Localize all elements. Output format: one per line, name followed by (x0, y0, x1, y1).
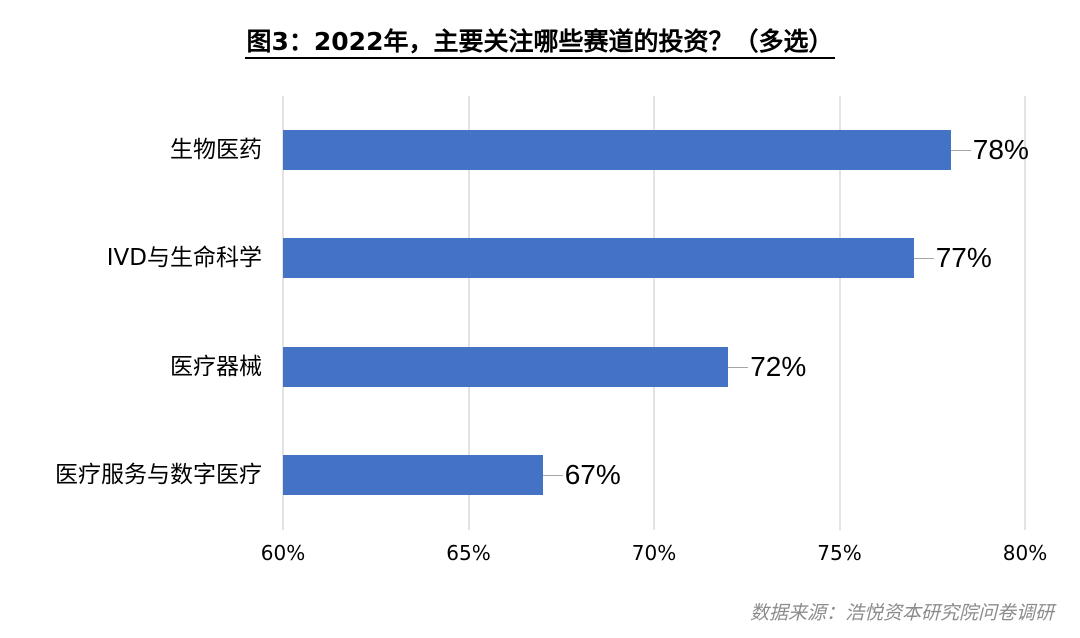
bar-medical-devices (283, 347, 729, 387)
chart-title-text: 图3：2022年，主要关注哪些赛道的投资？（多选） (244, 27, 836, 59)
leader-line (542, 475, 563, 476)
category-label: IVD与生命科学 (106, 245, 262, 271)
plot-area: 78% 77% 72% 67% (282, 96, 1029, 530)
value-label: 77% (935, 242, 992, 273)
category-label: 医疗器械 (170, 354, 262, 380)
value-label: 72% (750, 351, 807, 382)
value-label: 67% (564, 459, 621, 490)
x-tick-label: 75% (817, 541, 862, 565)
leader-line (913, 258, 934, 259)
gridline-75 (838, 96, 841, 530)
leader-line (728, 367, 749, 368)
gridline-60 (282, 96, 284, 530)
gridline-80 (1024, 96, 1026, 530)
source-note: 数据来源：浩悦资本研究院问卷调研 (749, 602, 1054, 624)
x-tick-label: 80% (1002, 541, 1048, 565)
gridline-70 (653, 96, 655, 530)
x-tick-label: 70% (631, 541, 677, 565)
leader-line (950, 150, 971, 151)
category-label: 生物医药 (170, 137, 262, 163)
bar-biopharma (283, 130, 951, 170)
bar-ivd-life-science (283, 238, 914, 278)
x-tick-label: 60% (260, 541, 306, 565)
x-tick-label: 65% (446, 541, 491, 565)
bar-medical-services-digital (283, 455, 543, 495)
chart-title: 图3：2022年，主要关注哪些赛道的投资？（多选） (0, 22, 1080, 59)
value-label: 78% (972, 134, 1029, 165)
gridline-65 (467, 96, 470, 530)
category-label: 医疗服务与数字医疗 (55, 462, 262, 488)
